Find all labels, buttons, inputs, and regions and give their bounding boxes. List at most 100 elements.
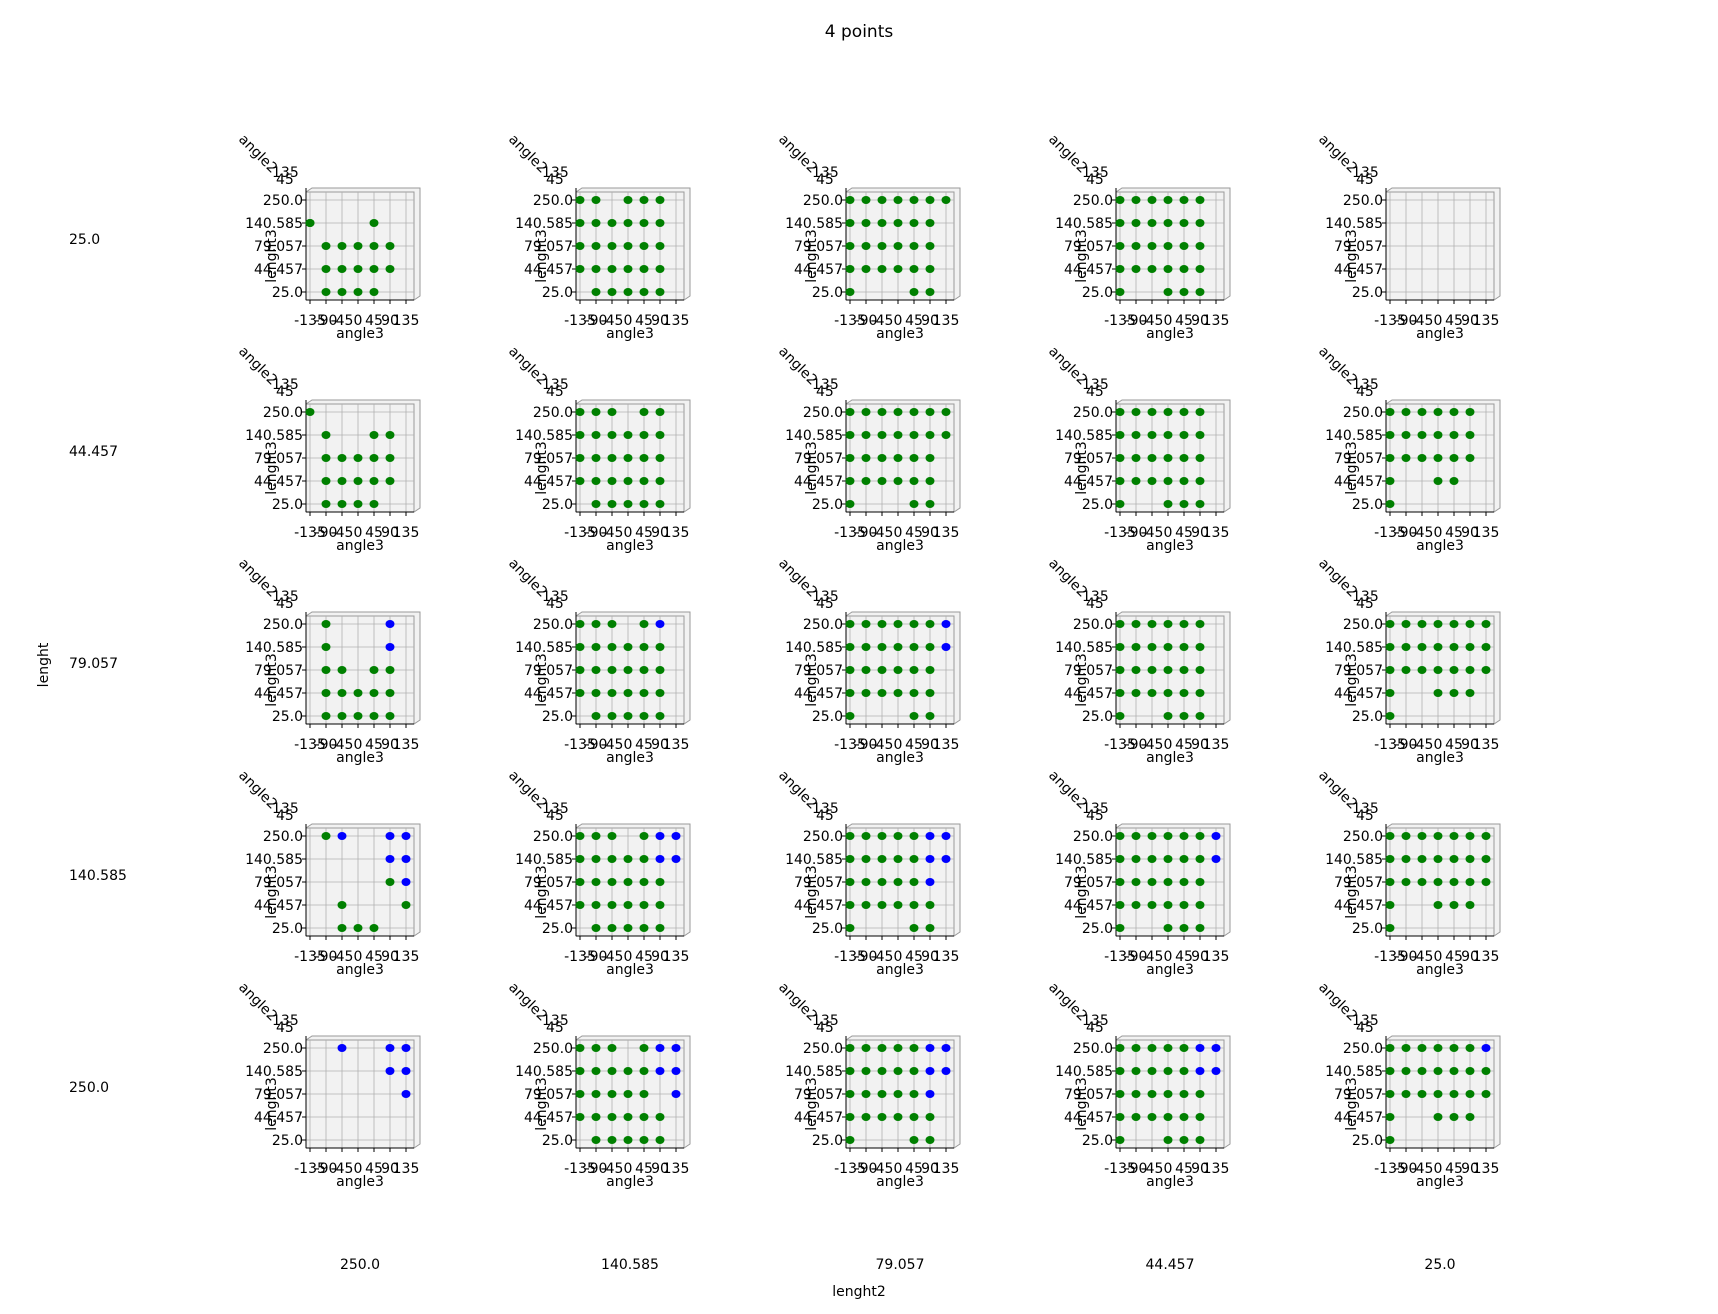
point-green <box>639 265 649 273</box>
point-green <box>1465 454 1475 462</box>
point-green <box>1163 1067 1173 1075</box>
point-green <box>1449 1090 1459 1098</box>
point-blue <box>1211 1044 1221 1052</box>
point-green <box>1465 643 1475 651</box>
point-green <box>639 1044 649 1052</box>
point-green <box>1147 620 1157 628</box>
point-green <box>1433 878 1443 886</box>
point-green <box>1195 901 1205 909</box>
x-tick-label: -45 <box>331 737 354 753</box>
x-axis-label: angle3 <box>606 538 654 554</box>
x-tick-label: -90 <box>585 1161 608 1177</box>
x-tick-label: -135 <box>1104 525 1136 541</box>
point-green <box>1385 408 1395 416</box>
point-green <box>1385 620 1395 628</box>
y-tick-label: 140.585 <box>785 852 843 868</box>
y-tick-label: 44.457 <box>794 898 843 914</box>
z-tick-label: 135 <box>542 1013 569 1029</box>
point-green <box>861 454 871 462</box>
x-tick-label: -135 <box>1374 1161 1406 1177</box>
point-green <box>861 901 871 909</box>
z-tick-label: 45 <box>276 808 294 824</box>
point-green <box>623 477 633 485</box>
point-green <box>575 832 585 840</box>
point-green <box>861 242 871 250</box>
x-tick-label: 135 <box>1473 525 1500 541</box>
point-green <box>1401 643 1411 651</box>
point-green <box>1433 643 1443 651</box>
point-green <box>1465 901 1475 909</box>
point-green <box>909 832 919 840</box>
point-green <box>1179 924 1189 932</box>
point-green <box>1147 1090 1157 1098</box>
x-tick-label: -45 <box>331 313 354 329</box>
point-green <box>1131 643 1141 651</box>
point-green <box>369 288 379 296</box>
point-green <box>1385 712 1395 720</box>
point-green <box>639 1067 649 1075</box>
z-tick-label: 135 <box>812 377 839 393</box>
point-blue <box>671 1044 681 1052</box>
y-axis-label: lenght3 <box>1074 653 1090 707</box>
y-axis-label: lenght3 <box>264 865 280 919</box>
point-green <box>623 878 633 886</box>
point-green <box>1131 855 1141 863</box>
z-tick-label: 135 <box>1082 1013 1109 1029</box>
point-green <box>1433 1090 1443 1098</box>
point-green <box>845 712 855 720</box>
point-green <box>845 832 855 840</box>
point-green <box>1195 1136 1205 1144</box>
y-axis-label: lenght3 <box>1344 653 1360 707</box>
point-green <box>1131 265 1141 273</box>
point-green <box>575 620 585 628</box>
x-tick-label: 45 <box>1175 313 1193 329</box>
point-green <box>1131 666 1141 674</box>
y-tick-label: 250.0 <box>1343 829 1383 845</box>
z-tick-label: 135 <box>272 801 299 817</box>
z-axis-label: angle2 <box>235 132 280 177</box>
point-green <box>1449 477 1459 485</box>
y-axis-label: lenght3 <box>534 865 550 919</box>
point-green <box>655 431 665 439</box>
point-green <box>861 431 871 439</box>
point-green <box>639 500 649 508</box>
point-green <box>845 855 855 863</box>
point-green <box>1195 431 1205 439</box>
point-green <box>591 901 601 909</box>
point-blue <box>941 855 951 863</box>
point-green <box>655 1136 665 1144</box>
point-green <box>1449 620 1459 628</box>
point-green <box>639 666 649 674</box>
point-green <box>925 477 935 485</box>
point-green <box>877 620 887 628</box>
point-green <box>1163 1113 1173 1121</box>
x-tick-label: -45 <box>1141 525 1164 541</box>
z-axis-label: angle2 <box>1045 132 1090 177</box>
point-green <box>607 1090 617 1098</box>
y-tick-label: 25.0 <box>272 921 303 937</box>
point-green <box>1115 643 1125 651</box>
y-axis-label: lenght3 <box>804 653 820 707</box>
x-tick-label: -90 <box>315 949 338 965</box>
point-green <box>639 454 649 462</box>
point-green <box>941 431 951 439</box>
point-green <box>591 500 601 508</box>
point-green <box>591 431 601 439</box>
point-green <box>607 689 617 697</box>
point-green <box>909 454 919 462</box>
x-tick-label: 0 <box>1164 525 1173 541</box>
y-tick-label: 140.585 <box>785 1064 843 1080</box>
y-tick-label: 79.057 <box>524 875 573 891</box>
point-green <box>1179 643 1189 651</box>
point-green <box>1131 408 1141 416</box>
point-green <box>591 219 601 227</box>
x-tick-label: -45 <box>1141 949 1164 965</box>
point-green <box>925 196 935 204</box>
x-tick-label: 45 <box>1445 313 1463 329</box>
point-green <box>909 620 919 628</box>
point-green <box>655 196 665 204</box>
y-axis-label: lenght3 <box>804 865 820 919</box>
point-green <box>1115 500 1125 508</box>
z-tick-label: 135 <box>1082 801 1109 817</box>
point-green <box>1465 1067 1475 1075</box>
